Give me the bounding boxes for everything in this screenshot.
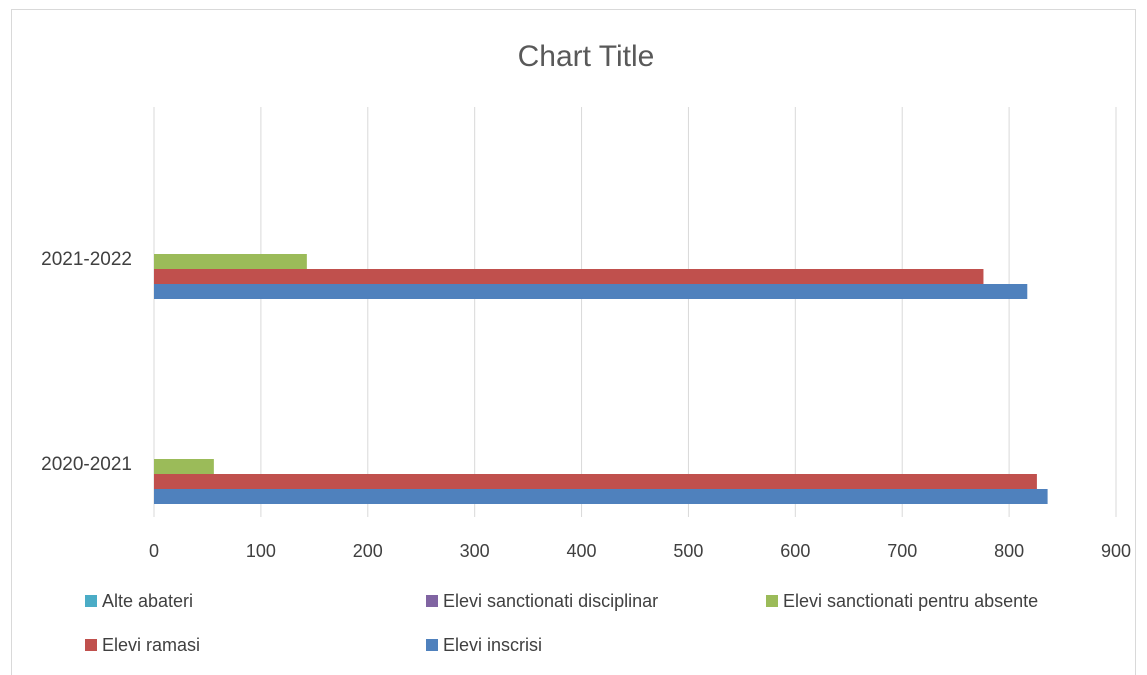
- legend-label: Elevi inscrisi: [443, 635, 542, 655]
- legend-item: Elevi inscrisi: [426, 635, 542, 655]
- legend: Alte abateri Elevi sanctionati disciplina…: [85, 591, 1038, 655]
- x-tick-label: 700: [887, 541, 917, 561]
- legend-item: Elevi sanctionati disciplinar: [426, 591, 658, 611]
- bars: [154, 254, 1048, 504]
- legend-swatch: [766, 595, 778, 607]
- x-tick-label: 200: [353, 541, 383, 561]
- x-tick-label: 400: [567, 541, 597, 561]
- chart-frame: [11, 9, 1136, 675]
- legend-item: Elevi ramasi: [85, 635, 200, 655]
- y-category-label: 2020-2021: [41, 454, 132, 475]
- y-axis-category-labels: 2020-2021 2021-2022: [41, 249, 132, 475]
- legend-swatch: [426, 639, 438, 651]
- bar: [154, 474, 1037, 489]
- bar: [154, 254, 307, 269]
- chart-title: Chart Title: [518, 40, 655, 73]
- legend-label: Alte abateri: [102, 591, 193, 611]
- bar: [154, 459, 214, 474]
- legend-swatch: [85, 639, 97, 651]
- gridlines: [153, 107, 1117, 517]
- x-tick-label: 100: [246, 541, 276, 561]
- legend-swatch: [426, 595, 438, 607]
- bar: [154, 269, 984, 284]
- y-category-label: 2021-2022: [41, 249, 132, 270]
- legend-label: Elevi ramasi: [102, 635, 200, 655]
- bar: [154, 284, 1028, 299]
- x-axis-tick-labels: 0 100 200 300 400 500 600 700 800 900: [149, 541, 1131, 561]
- x-tick-label: 900: [1101, 541, 1131, 561]
- legend-label: Elevi sanctionati pentru absente: [783, 591, 1038, 611]
- legend-swatch: [85, 595, 97, 607]
- x-tick-label: 0: [149, 541, 159, 561]
- x-tick-label: 300: [460, 541, 490, 561]
- bar: [154, 489, 1048, 504]
- x-tick-label: 500: [673, 541, 703, 561]
- legend-item: Alte abateri: [85, 591, 193, 611]
- x-tick-label: 600: [780, 541, 810, 561]
- x-tick-label: 800: [994, 541, 1024, 561]
- legend-label: Elevi sanctionati disciplinar: [443, 591, 658, 611]
- legend-item: Elevi sanctionati pentru absente: [766, 591, 1038, 611]
